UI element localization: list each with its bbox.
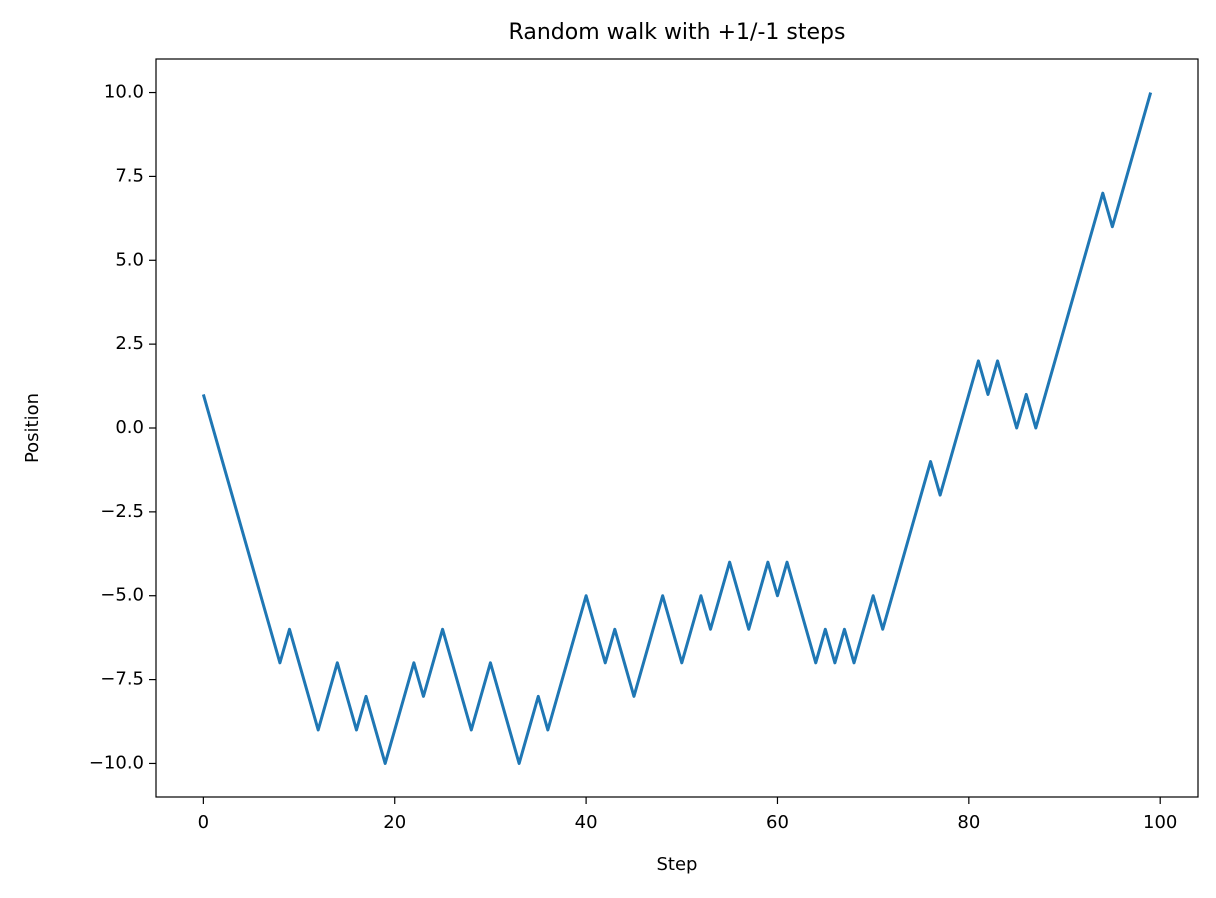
y-tick-label: 10.0 bbox=[104, 82, 144, 103]
x-tick-label: 100 bbox=[1143, 812, 1177, 833]
line-series bbox=[201, 92, 1153, 765]
y-tick-label: 0.0 bbox=[115, 417, 144, 438]
y-tick-label: 5.0 bbox=[115, 249, 144, 270]
y-tick-label: 7.5 bbox=[115, 165, 144, 186]
y-tick-label: 2.5 bbox=[115, 333, 144, 354]
x-tick-label: 0 bbox=[198, 812, 209, 833]
x-tick-label: 20 bbox=[383, 812, 406, 833]
x-tick-label: 80 bbox=[957, 812, 980, 833]
y-tick-label: −2.5 bbox=[100, 501, 144, 522]
chart-title: Random walk with +1/-1 steps bbox=[509, 20, 846, 45]
y-tick-label: −7.5 bbox=[100, 669, 144, 690]
y-axis-label: Position bbox=[22, 393, 43, 463]
y-tick-label: −5.0 bbox=[100, 585, 144, 606]
x-tick-label: 40 bbox=[575, 812, 598, 833]
plot-frame bbox=[155, 58, 1199, 798]
x-tick-label: 60 bbox=[766, 812, 789, 833]
x-axis-label: Step bbox=[657, 854, 698, 875]
y-tick-label: −10.0 bbox=[89, 752, 144, 773]
